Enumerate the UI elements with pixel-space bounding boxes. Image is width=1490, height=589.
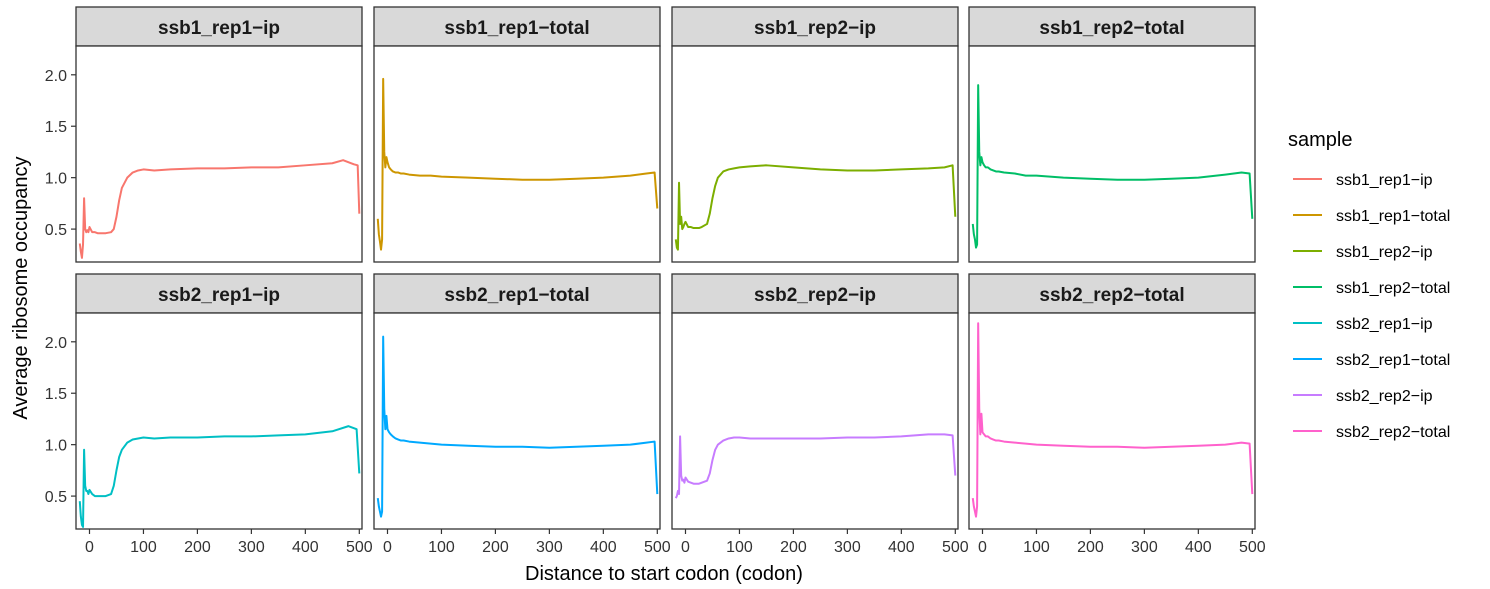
facet-panel: ssb2_rep2−ip [671, 273, 959, 530]
legend-item: ssb2_rep1−total [1293, 352, 1450, 369]
facet-strip [373, 273, 661, 314]
facet-strip [75, 273, 363, 314]
facet-panel: ssb2_rep1−ip [75, 273, 363, 530]
legend-label: ssb2_rep1−ip [1336, 316, 1433, 333]
facet-strip-label: ssb1_rep1−total [444, 18, 589, 39]
y-tick-label: 2.0 [45, 68, 67, 85]
x-tick-label: 300 [834, 539, 861, 556]
x-tick-label: 300 [1131, 539, 1158, 556]
y-tick-label: 1.0 [45, 438, 67, 455]
y-axis-title: Average ribosome occupancy [10, 156, 32, 419]
facet-panel: ssb1_rep1−ip [75, 6, 363, 263]
x-tick-label: 500 [644, 539, 671, 556]
facet-panel: ssb1_rep1−total [373, 6, 661, 263]
legend-item: ssb1_rep2−total [1293, 280, 1450, 297]
legend-label: ssb1_rep1−ip [1336, 172, 1433, 189]
legend-item: ssb2_rep2−total [1293, 424, 1450, 441]
x-tick-label: 200 [482, 539, 509, 556]
panel-border [968, 45, 1256, 263]
legend-label: ssb1_rep1−total [1336, 208, 1450, 225]
x-tick-label: 400 [590, 539, 617, 556]
y-tick-label: 2.0 [45, 335, 67, 352]
x-tick-label: 0 [383, 539, 392, 556]
series-line [78, 159, 361, 259]
facet-strip-label: ssb2_rep1−ip [158, 285, 280, 306]
x-tick-label: 200 [184, 539, 211, 556]
y-axis: 0.5 1.0 1.5 2.0 0.5 1.0 1.5 2.0 [45, 68, 76, 506]
legend-label: ssb2_rep2−total [1336, 424, 1450, 441]
series-line [674, 433, 957, 499]
panel-border [671, 312, 959, 530]
y-tick-label: 0.5 [45, 222, 67, 239]
facet-panel: ssb2_rep2−total [968, 273, 1256, 530]
legend-item: ssb2_rep1−ip [1293, 316, 1433, 333]
facet-panel: ssb2_rep1−total [373, 273, 661, 530]
panel-border [373, 45, 661, 263]
x-axis: 0 100 200 300 400 500 0 100 200 300 400 500 0 100 200 3… [85, 529, 1266, 556]
facet-strip [373, 6, 661, 47]
x-tick-label: 0 [681, 539, 690, 556]
x-tick-label: 400 [888, 539, 915, 556]
series-line [376, 77, 659, 251]
series-line [674, 164, 957, 251]
x-tick-label: 500 [346, 539, 373, 556]
facet-strip-label: ssb2_rep1−total [444, 285, 589, 306]
x-tick-label: 300 [238, 539, 265, 556]
legend-item: ssb1_rep1−ip [1293, 172, 1433, 189]
legend: sample ssb1_rep1−ipssb1_rep1−totalssb1_r… [1288, 129, 1450, 441]
x-tick-label: 100 [1023, 539, 1050, 556]
x-tick-label: 100 [428, 539, 455, 556]
facet-strip-label: ssb1_rep2−ip [754, 18, 876, 39]
facet-panel: ssb1_rep2−total [968, 6, 1256, 263]
facet-strip-label: ssb1_rep2−total [1039, 18, 1184, 39]
legend-title: sample [1288, 129, 1352, 151]
legend-label: ssb1_rep2−total [1336, 280, 1450, 297]
x-tick-label: 0 [85, 539, 94, 556]
legend-item: ssb1_rep2−ip [1293, 244, 1433, 261]
facet-panel: ssb1_rep2−ip [671, 6, 959, 263]
panel-border [373, 312, 661, 530]
facet-strip-label: ssb2_rep2−ip [754, 285, 876, 306]
y-tick-label: 1.0 [45, 171, 67, 188]
facet-strip [968, 273, 1256, 314]
x-tick-label: 100 [726, 539, 753, 556]
panel-border [671, 45, 959, 263]
facet-strip [671, 6, 959, 47]
legend-items: ssb1_rep1−ip ssb1_rep1−total ssb1_rep2−ips… [1293, 172, 1450, 441]
facet-strip-label: ssb2_rep2−total [1039, 285, 1184, 306]
facet-strip [75, 6, 363, 47]
y-tick-label: 1.5 [45, 386, 67, 403]
x-tick-label: 400 [292, 539, 319, 556]
legend-label: ssb2_rep1−total [1336, 352, 1450, 369]
legend-item: ssb2_rep2−ip [1293, 388, 1433, 405]
facet-strip-label: ssb1_rep1−ip [158, 18, 280, 39]
x-tick-label: 500 [1239, 539, 1266, 556]
y-tick-label: 0.5 [45, 489, 67, 506]
legend-label: ssb2_rep2−ip [1336, 388, 1433, 405]
panel-border [75, 45, 363, 263]
facet-strip [671, 273, 959, 314]
x-tick-label: 300 [536, 539, 563, 556]
legend-item: ssb1_rep1−total [1293, 208, 1450, 225]
facet-panels: ssb1_rep1−ip ssb1_rep1−total ssb1_rep2−ip s… [75, 6, 1256, 530]
x-tick-label: 400 [1185, 539, 1212, 556]
x-tick-label: 200 [780, 539, 807, 556]
x-tick-label: 0 [978, 539, 987, 556]
x-tick-label: 200 [1077, 539, 1104, 556]
series-line [971, 84, 1254, 249]
y-tick-label: 1.5 [45, 119, 67, 136]
series-line [78, 425, 361, 528]
legend-label: ssb1_rep2−ip [1336, 244, 1433, 261]
x-tick-label: 100 [130, 539, 157, 556]
panel-border [968, 312, 1256, 530]
x-tick-label: 500 [942, 539, 969, 556]
series-line [376, 335, 659, 518]
series-line [971, 322, 1254, 518]
panel-border [75, 312, 363, 530]
x-axis-title: Distance to start codon (codon) [525, 563, 803, 585]
